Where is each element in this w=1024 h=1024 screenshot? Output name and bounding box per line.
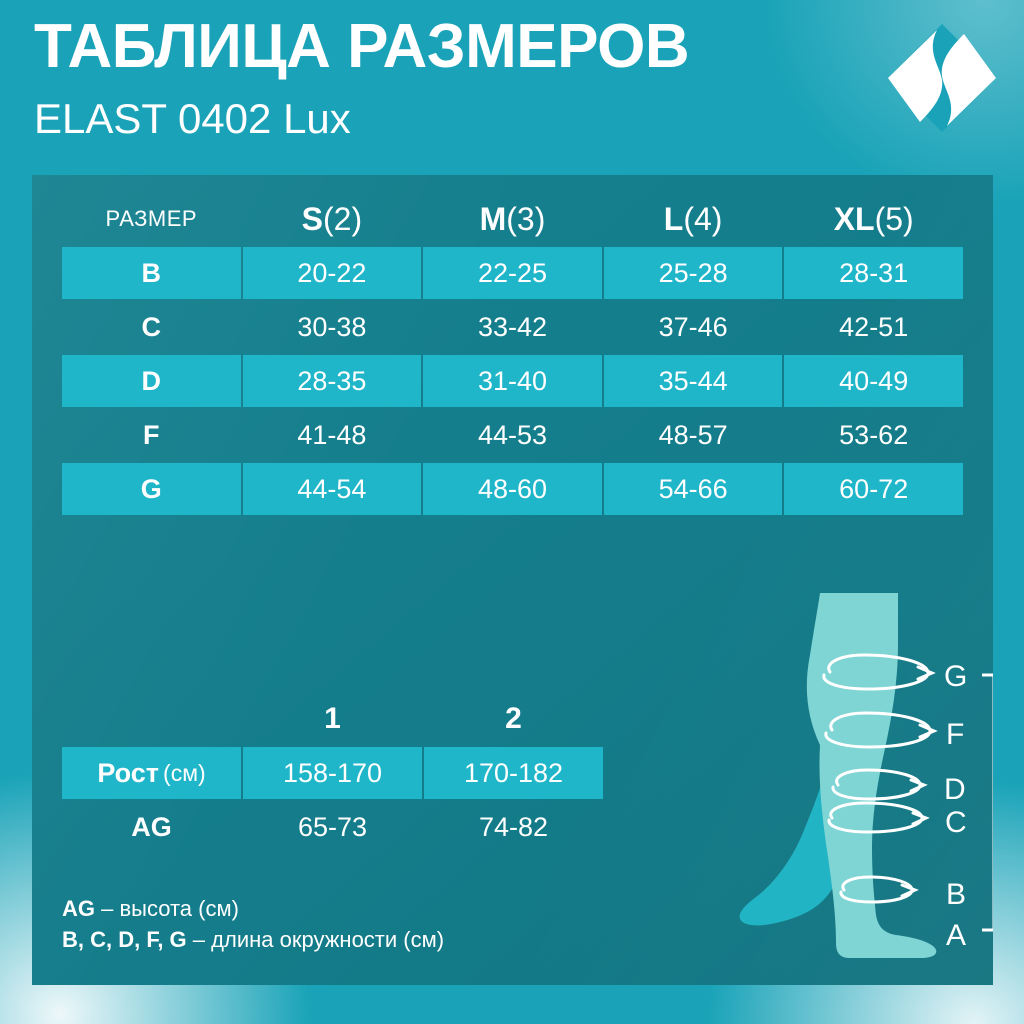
measure-arrow-f bbox=[824, 711, 938, 749]
elast-logo bbox=[888, 24, 996, 132]
height-table-row-label-ag: AG bbox=[131, 811, 172, 842]
legend-1-key: AG bbox=[62, 896, 95, 921]
size-table-col-header-m: M (3) bbox=[423, 193, 602, 245]
table-cell-c-l: 37-46 bbox=[658, 311, 728, 342]
height-table-col-header-1: 1 bbox=[324, 702, 341, 735]
size-letter-xl: XL bbox=[833, 201, 875, 237]
diagram-label-f: F bbox=[946, 718, 965, 751]
page-subtitle: ELAST 0402 Lux bbox=[34, 95, 351, 142]
table-row-label-c: C bbox=[141, 311, 162, 342]
table-row-label-f: F bbox=[143, 419, 160, 450]
leg-front-silhouette bbox=[806, 593, 937, 958]
height-table-cell-rost-2: 170-182 bbox=[424, 747, 603, 799]
legend-2-unit: (см) bbox=[403, 927, 445, 952]
legend: AG – высота (см) B, C, D, F, G – длина о… bbox=[62, 893, 444, 955]
legend-1-text: – высота bbox=[95, 896, 199, 921]
height-table: 1 2 Рост (см) 158-170 170-182 AG 65-73 74… bbox=[62, 693, 603, 853]
legend-2-text: – длина окружности bbox=[186, 927, 404, 952]
size-letter-l: L bbox=[663, 201, 684, 237]
size-code-m: (3) bbox=[506, 201, 546, 237]
table-cell-b-l: 25-28 bbox=[603, 247, 783, 299]
legend-line-1: AG – высота (см) bbox=[62, 893, 444, 924]
leg-illustration bbox=[739, 593, 993, 958]
measure-arrow-c bbox=[827, 801, 930, 834]
legend-line-2: B, C, D, F, G – длина окружности (см) bbox=[62, 924, 444, 955]
height-table-row-label-rost: Рост (см) bbox=[62, 747, 241, 799]
diagram-label-g: G bbox=[944, 660, 968, 693]
measure-arrow-d bbox=[831, 768, 928, 801]
table-cell-d-xl: 40-49 bbox=[784, 355, 963, 407]
table-cell-b-xl: 28-31 bbox=[784, 247, 963, 299]
size-code-xl: (5) bbox=[874, 201, 914, 237]
table-cell-d-s: 28-35 bbox=[242, 355, 422, 407]
height-table-corner-spacer bbox=[62, 693, 241, 745]
size-code-s: (2) bbox=[323, 201, 363, 237]
table-cell-g-xl: 60-72 bbox=[784, 463, 963, 515]
table-cell-f-l: 48-57 bbox=[658, 419, 728, 450]
rost-unit: (см) bbox=[163, 759, 206, 786]
page-title: ТАБЛИЦА РАЗМЕРОВ bbox=[34, 12, 690, 81]
size-code-l: (4) bbox=[683, 201, 723, 237]
table-cell-b-m: 22-25 bbox=[423, 247, 602, 299]
size-table-col-header-s: S (2) bbox=[243, 193, 422, 245]
table-cell-g-s: 44-54 bbox=[242, 463, 422, 515]
size-table-col-header-l: L (4) bbox=[604, 193, 783, 245]
measure-arrow-g bbox=[822, 653, 936, 691]
table-cell-d-l: 35-44 bbox=[603, 355, 783, 407]
size-table-corner-label: РАЗМЕР bbox=[105, 206, 198, 231]
height-table-cell-ag-2: 74-82 bbox=[478, 811, 549, 842]
measurement-span-bracket bbox=[982, 673, 993, 932]
table-cell-f-s: 41-48 bbox=[297, 419, 367, 450]
table-cell-c-s: 30-38 bbox=[297, 311, 367, 342]
content-panel: РАЗМЕР S (2) M (3) L (4) XL (5) B 20-22 22-2… bbox=[32, 175, 993, 985]
diagram-label-d: D bbox=[944, 773, 966, 806]
table-cell-f-m: 44-53 bbox=[477, 419, 548, 450]
table-cell-c-m: 33-42 bbox=[477, 311, 548, 342]
size-table: РАЗМЕР S (2) M (3) L (4) XL (5) B 20-22 22-2… bbox=[62, 193, 963, 515]
table-cell-b-s: 20-22 bbox=[242, 247, 422, 299]
table-row-label-g: G bbox=[62, 463, 241, 515]
table-row-label-b: B bbox=[62, 247, 241, 299]
table-cell-c-xl: 42-51 bbox=[839, 311, 909, 342]
height-table-cell-rost-1: 158-170 bbox=[243, 747, 422, 799]
height-table-cell-ag-1: 65-73 bbox=[297, 811, 368, 842]
leg-measurement-diagram: G F D C B A bbox=[732, 585, 993, 975]
table-cell-g-l: 54-66 bbox=[603, 463, 783, 515]
measure-arrow-b bbox=[839, 875, 919, 904]
table-cell-d-m: 31-40 bbox=[423, 355, 602, 407]
diagram-label-a: A bbox=[946, 919, 967, 952]
diagram-label-b: B bbox=[946, 878, 967, 911]
size-letter-m: M bbox=[479, 201, 507, 237]
header: ТАБЛИЦА РАЗМЕРОВ ELAST 0402 Lux bbox=[0, 0, 1024, 175]
diagram-label-c: C bbox=[945, 806, 967, 839]
legend-2-key: B, C, D, F, G bbox=[62, 927, 187, 952]
size-table-col-header-xl: XL (5) bbox=[784, 193, 963, 245]
table-row-label-d: D bbox=[62, 355, 241, 407]
height-table-col-header-2: 2 bbox=[505, 702, 522, 735]
rost-label: Рост bbox=[97, 757, 160, 788]
measure-arrows bbox=[822, 653, 938, 904]
size-letter-s: S bbox=[301, 201, 323, 237]
legend-1-unit: (см) bbox=[198, 896, 239, 921]
table-cell-g-m: 48-60 bbox=[423, 463, 602, 515]
table-cell-f-xl: 53-62 bbox=[839, 419, 909, 450]
